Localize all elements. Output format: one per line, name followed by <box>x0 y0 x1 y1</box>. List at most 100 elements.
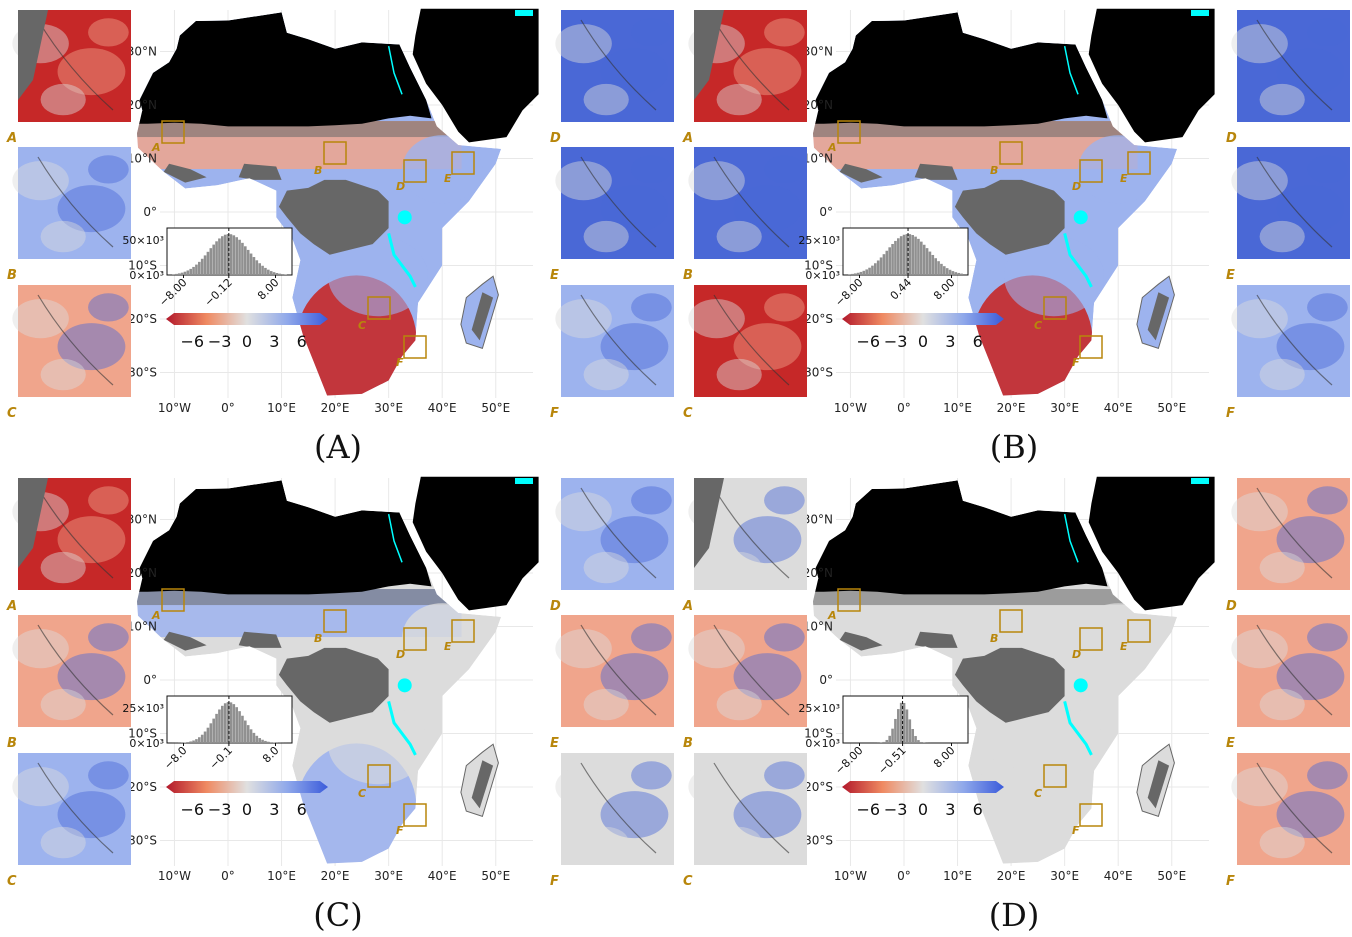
histogram-bar <box>882 254 886 275</box>
inset-e <box>1231 615 1350 727</box>
histogram-bar <box>232 704 236 743</box>
region-box-label-d: D <box>1072 648 1081 661</box>
colorbar-tick-label: 3 <box>269 332 279 351</box>
inset-texture <box>600 516 669 564</box>
arabia-landmass <box>1088 476 1215 611</box>
inset-texture <box>40 83 86 116</box>
lat-tick-label: 30°S <box>128 366 157 380</box>
inset-b <box>12 615 131 727</box>
inset-texture <box>1276 323 1345 371</box>
inset-texture <box>600 323 669 371</box>
inset-label-c: C <box>683 874 693 889</box>
histogram-bar <box>195 264 198 275</box>
inset-fill <box>694 147 807 259</box>
inset-feature-line <box>713 762 790 854</box>
lon-tick-label: 30°E <box>374 401 403 415</box>
inset-c <box>688 285 807 397</box>
inset-label-b: B <box>683 268 693 283</box>
inset-fill <box>694 285 807 397</box>
lon-tick-label: 20°E <box>997 401 1026 415</box>
inset-c <box>12 285 131 397</box>
inset-texture <box>1276 791 1345 839</box>
histogram-bar <box>868 267 871 275</box>
lake-victoria <box>1073 678 1088 693</box>
colorbar-tick-label: 6 <box>973 800 983 819</box>
region-box-label-b: B <box>314 632 322 645</box>
lon-tick-label: 20°E <box>997 869 1026 883</box>
histogram-bar <box>917 740 920 743</box>
inset-texture <box>555 299 612 339</box>
nile-river <box>1063 46 1079 95</box>
lat-tick-label: 10°N <box>127 152 157 166</box>
histogram-bar <box>914 736 917 743</box>
inset-feature-line <box>713 487 790 579</box>
inset-texture <box>1307 155 1348 184</box>
histogram-bar <box>931 254 935 275</box>
histogram-bar <box>186 270 190 275</box>
west-africa-masked <box>163 631 207 651</box>
inset-texture <box>1307 18 1348 47</box>
inset-texture <box>40 551 86 584</box>
inset-e <box>555 615 674 727</box>
colorbar-tick-label: −6 <box>180 332 204 351</box>
lon-tick-label: 50°E <box>481 401 510 415</box>
inset-fill <box>1237 478 1350 590</box>
inset-label-e: E <box>550 268 559 283</box>
africa-map <box>137 12 502 396</box>
inset-texture <box>1259 358 1305 391</box>
lat-tick-label: 30°N <box>803 45 833 59</box>
inset-feature-line <box>37 762 114 854</box>
lon-tick-label: 30°E <box>1050 869 1079 883</box>
histogram-bar <box>252 732 256 743</box>
region-box-a <box>161 120 185 144</box>
histogram-bar <box>189 268 192 275</box>
inset-label-b: B <box>7 736 17 751</box>
histogram-bar <box>914 236 917 275</box>
lat-tick-label: 20°N <box>127 566 157 580</box>
inset-texture <box>764 486 805 515</box>
rift-lakes <box>387 233 417 288</box>
inset-texture <box>631 18 672 47</box>
histogram-bar <box>267 269 270 275</box>
inset-texture <box>1259 826 1305 859</box>
central-south-anomaly <box>1003 704 1104 785</box>
inset-feature-line <box>37 19 114 111</box>
inset-a <box>12 478 131 590</box>
inset-masked-area <box>18 478 48 568</box>
histogram-bar <box>851 273 854 275</box>
inset-d <box>1231 478 1350 590</box>
lon-tick-label: 50°E <box>1157 401 1186 415</box>
lat-tick-label: 20°S <box>804 312 833 326</box>
lat-tick-label: 0° <box>143 205 157 219</box>
panel-c: A B C D E F 30°N 20°N 10°N 0° 10°S 20°S 30°S 10°W 0° 10… <box>0 468 676 936</box>
inset-texture <box>764 155 805 184</box>
colorbar: −6 −3 0 3 6 <box>842 781 1004 819</box>
lat-tick-label: 10°N <box>803 620 833 634</box>
region-box-label-c: C <box>1034 319 1042 332</box>
inset-c <box>688 753 807 865</box>
madagascar-masked <box>471 292 494 341</box>
region-box-label-e: E <box>444 640 452 653</box>
inset-texture <box>1231 492 1288 532</box>
region-box-c <box>367 764 391 788</box>
lon-tick-label: 0° <box>221 401 235 415</box>
histogram-bar <box>226 702 230 743</box>
lon-tick-label: 40°E <box>428 869 457 883</box>
region-box-d <box>1079 159 1103 183</box>
inset-texture <box>555 492 612 532</box>
histogram-bar <box>928 251 932 275</box>
gulf-masked <box>914 631 958 648</box>
colorbar-tick-label: 3 <box>945 332 955 351</box>
region-box-label-f: F <box>1072 824 1080 837</box>
lon-tick-label: 10°W <box>834 401 867 415</box>
inset-texture <box>733 48 802 96</box>
inset-fill <box>1237 753 1350 865</box>
region-box-e <box>451 151 475 175</box>
histogram-bar <box>937 261 940 275</box>
inset-b <box>12 147 131 259</box>
inset-texture <box>688 299 745 339</box>
inset-fill <box>694 753 807 865</box>
histogram-frame <box>166 227 293 276</box>
colorbar: −6 −3 0 3 6 <box>166 313 328 351</box>
